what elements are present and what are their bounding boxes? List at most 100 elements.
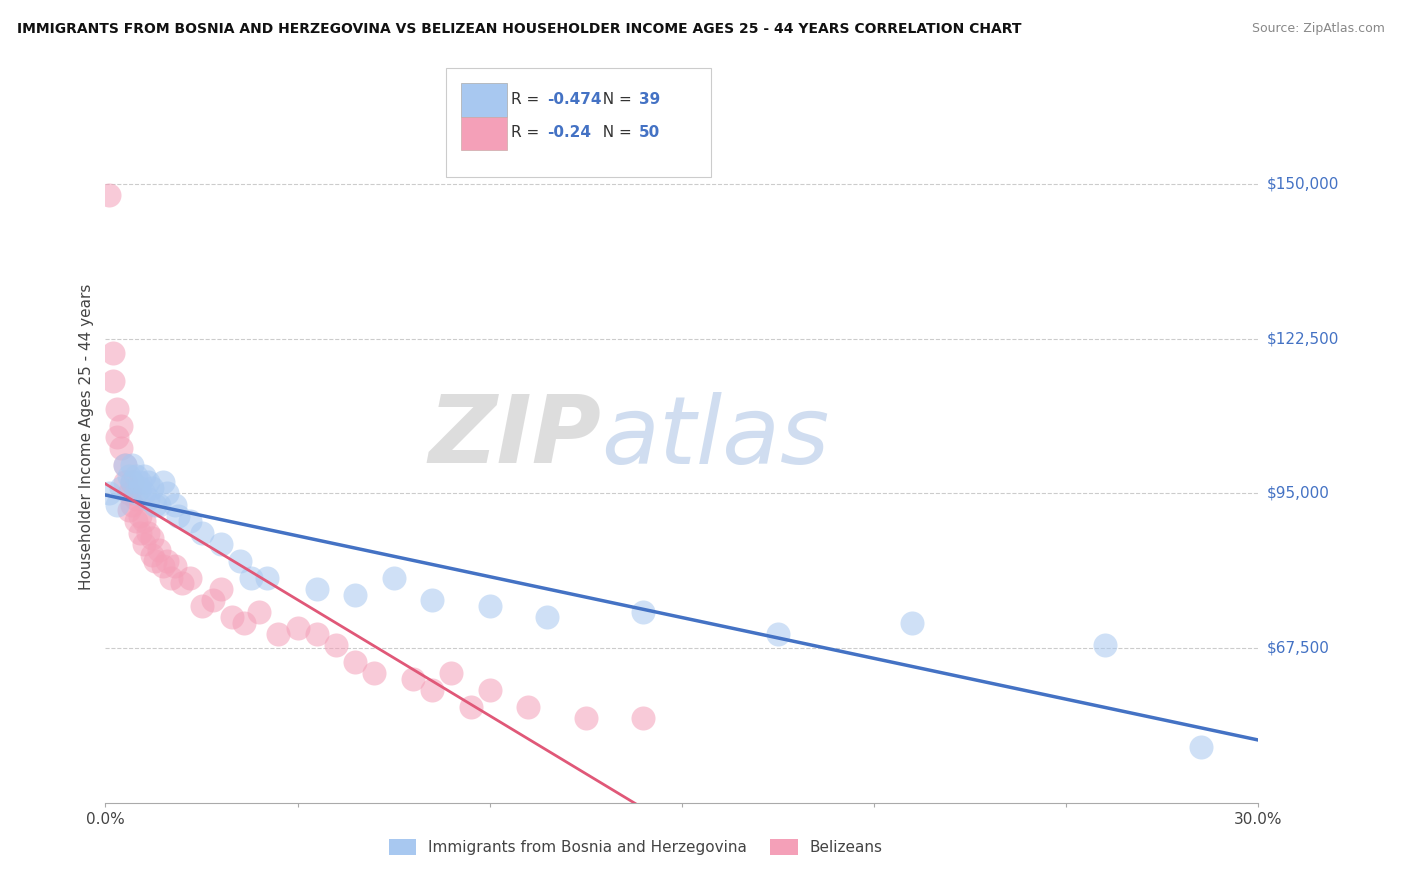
Point — [325, 638, 347, 652]
Point — [125, 469, 148, 483]
Point — [179, 515, 201, 529]
Point — [287, 621, 309, 635]
Point — [114, 458, 136, 473]
Point — [114, 475, 136, 489]
Point — [129, 475, 152, 489]
Point — [440, 666, 463, 681]
Point — [121, 498, 143, 512]
Point — [129, 525, 152, 540]
Point — [256, 571, 278, 585]
Point — [101, 345, 124, 359]
Point — [766, 627, 789, 641]
Point — [98, 188, 121, 202]
Text: ZIP: ZIP — [429, 391, 602, 483]
Y-axis label: Householder Income Ages 25 - 44 years: Householder Income Ages 25 - 44 years — [79, 284, 94, 591]
Point — [420, 593, 443, 607]
Point — [1094, 638, 1116, 652]
Point — [221, 610, 243, 624]
Point — [232, 615, 254, 630]
Text: -0.24: -0.24 — [547, 125, 591, 140]
Point — [190, 599, 212, 613]
Point — [132, 469, 155, 483]
Point — [575, 711, 598, 725]
Text: $67,500: $67,500 — [1267, 640, 1330, 656]
Point — [363, 666, 385, 681]
Point — [1189, 739, 1212, 754]
Point — [125, 491, 148, 506]
Point — [247, 605, 270, 619]
Text: -0.474: -0.474 — [547, 92, 602, 107]
FancyBboxPatch shape — [461, 83, 506, 117]
Point — [141, 532, 163, 546]
Point — [141, 548, 163, 562]
Point — [152, 475, 174, 489]
Point — [145, 498, 167, 512]
Point — [145, 554, 167, 568]
Point — [110, 418, 132, 433]
Point — [633, 711, 655, 725]
Point — [190, 525, 212, 540]
Point — [148, 542, 170, 557]
Point — [114, 458, 136, 473]
Point — [240, 571, 263, 585]
Text: $150,000: $150,000 — [1267, 177, 1339, 192]
Point — [117, 486, 139, 500]
Point — [110, 442, 132, 456]
Point — [633, 605, 655, 619]
Point — [117, 503, 139, 517]
Text: Source: ZipAtlas.com: Source: ZipAtlas.com — [1251, 22, 1385, 36]
Point — [167, 508, 190, 523]
Text: $122,500: $122,500 — [1267, 331, 1339, 346]
Point — [478, 683, 501, 698]
Point — [125, 486, 148, 500]
Point — [152, 559, 174, 574]
Point — [136, 475, 159, 489]
Text: 39: 39 — [640, 92, 661, 107]
Text: 50: 50 — [640, 125, 661, 140]
Point — [159, 571, 181, 585]
Point — [121, 458, 143, 473]
Point — [305, 582, 328, 596]
Point — [229, 554, 252, 568]
Point — [344, 655, 367, 669]
Point — [344, 588, 367, 602]
Point — [420, 683, 443, 698]
Point — [105, 401, 128, 416]
Point — [517, 700, 540, 714]
FancyBboxPatch shape — [461, 117, 506, 151]
Point — [209, 582, 232, 596]
Point — [148, 498, 170, 512]
Point — [202, 593, 225, 607]
Point — [105, 430, 128, 444]
Point — [460, 700, 482, 714]
Point — [156, 486, 179, 500]
Text: atlas: atlas — [602, 392, 830, 483]
Point — [129, 508, 152, 523]
Point — [129, 481, 152, 495]
Point — [98, 486, 121, 500]
Point — [163, 559, 186, 574]
Text: N =: N = — [593, 125, 637, 140]
Point — [110, 481, 132, 495]
Point — [132, 537, 155, 551]
FancyBboxPatch shape — [446, 68, 710, 178]
Point — [163, 498, 186, 512]
Point — [267, 627, 290, 641]
Point — [478, 599, 501, 613]
Point — [305, 627, 328, 641]
Point — [136, 491, 159, 506]
Point — [402, 672, 425, 686]
Point — [121, 475, 143, 489]
Text: R =: R = — [512, 92, 544, 107]
Legend: Immigrants from Bosnia and Herzegovina, Belizeans: Immigrants from Bosnia and Herzegovina, … — [382, 833, 889, 861]
Point — [132, 515, 155, 529]
Point — [536, 610, 558, 624]
Point — [141, 481, 163, 495]
Point — [121, 475, 143, 489]
Point — [901, 615, 924, 630]
Text: $95,000: $95,000 — [1267, 486, 1330, 500]
Text: IMMIGRANTS FROM BOSNIA AND HERZEGOVINA VS BELIZEAN HOUSEHOLDER INCOME AGES 25 - : IMMIGRANTS FROM BOSNIA AND HERZEGOVINA V… — [17, 22, 1021, 37]
Text: N =: N = — [593, 92, 637, 107]
Point — [179, 571, 201, 585]
Point — [105, 498, 128, 512]
